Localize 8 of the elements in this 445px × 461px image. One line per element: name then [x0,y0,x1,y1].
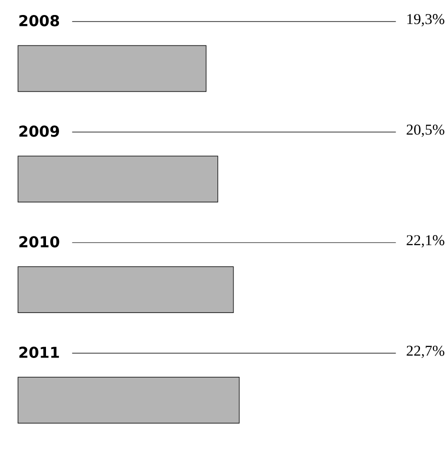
data-label: 19,3% [407,14,444,26]
y-tick-label: 2010 [19,236,60,248]
data-label: 20,5% [406,124,444,137]
data-label: 22,1% [406,235,444,248]
y-tick-label: 2011 [19,346,59,358]
y-tick-label: 2008 [19,14,60,26]
y-tick-label: 2009 [19,126,59,137]
data-label: 22,7% [406,346,444,358]
